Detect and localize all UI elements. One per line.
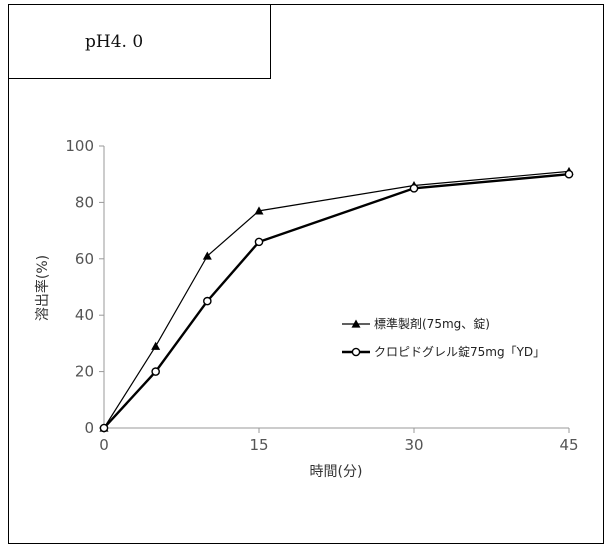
chart-series: [99, 166, 574, 433]
x-tick-label: 45: [559, 436, 578, 454]
data-point-series-2: [409, 183, 419, 193]
series-line-2: [103, 173, 570, 429]
x-axis-title: 時間(分): [310, 464, 363, 480]
condition-label: pH4. 0: [85, 31, 144, 52]
data-point-series-1: [202, 251, 212, 260]
y-tick-label: 0: [84, 419, 94, 437]
condition-box: pH4. 0: [9, 5, 271, 79]
legend-label: クロピドグレル錠75mg「YD」: [374, 344, 545, 359]
x-tick-label: 0: [99, 436, 109, 454]
legend-marker: [351, 347, 361, 357]
data-point-series-2: [99, 423, 109, 433]
data-point-series-1: [254, 206, 264, 215]
x-tick-label: 30: [404, 436, 423, 454]
y-tick-label: 40: [75, 306, 94, 324]
data-point-series-2: [203, 296, 212, 306]
y-tick-label: 20: [75, 363, 94, 381]
y-axis-title: 溶出率(%): [34, 255, 51, 321]
series-line-1: [103, 170, 570, 429]
legend-marker: [351, 319, 361, 328]
data-point-series-2: [254, 237, 264, 247]
legend-label: 標準製剤(75mg、錠): [374, 316, 490, 331]
chart-axes: 0 20 40 60 80 100 0 15 30 45: [65, 137, 578, 454]
x-tick-label: 15: [249, 436, 268, 454]
y-tick-label: 60: [75, 250, 94, 268]
data-point-series-2: [151, 367, 160, 376]
data-point-series-2: [564, 169, 574, 179]
y-tick-label: 80: [75, 193, 94, 211]
y-tick-label: 100: [65, 137, 94, 155]
data-point-series-1: [151, 341, 161, 350]
chart-legend: 標準製剤(75mg、錠) クロピドグレル錠75mg「YD」: [342, 316, 545, 359]
